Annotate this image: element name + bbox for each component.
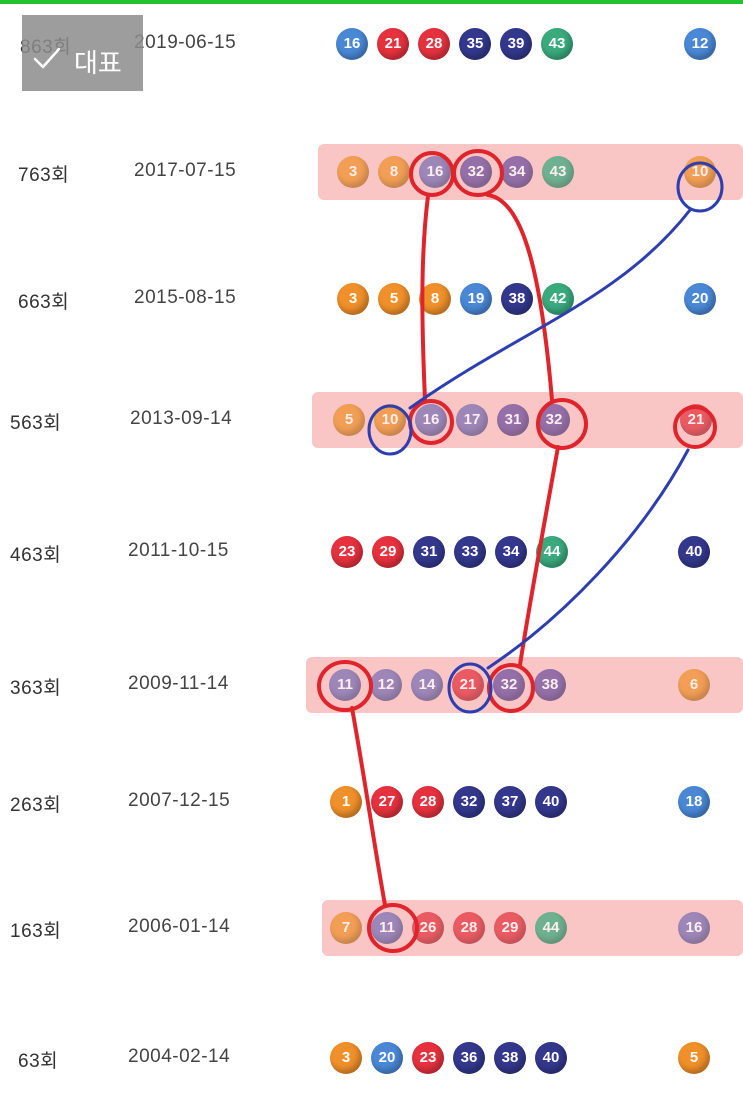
number-ball: 40 xyxy=(535,1042,567,1074)
number-ball: 33 xyxy=(454,536,486,568)
number-ball: 8 xyxy=(378,156,410,188)
number-ball: 35 xyxy=(459,28,491,60)
draw-row[interactable]: 663회 2015-08-15 3 5 8 19 38 42 20 xyxy=(0,269,743,329)
number-ball: 42 xyxy=(542,283,574,315)
bonus-ball: 18 xyxy=(678,786,710,818)
draw-row[interactable]: 63회 2004-02-14 3 20 23 36 38 40 5 xyxy=(0,1028,743,1088)
number-ball: 7 xyxy=(330,912,362,944)
number-ball: 11 xyxy=(329,669,361,701)
draw-row[interactable]: 463회 2011-10-15 23 29 31 33 34 44 40 xyxy=(0,522,743,582)
number-ball: 19 xyxy=(460,283,492,315)
draw-date: 2006-01-14 xyxy=(128,916,231,937)
draw-date: 2017-07-15 xyxy=(134,160,237,181)
draw-row[interactable]: 163회 2006-01-14 7 11 26 28 29 44 16 xyxy=(0,898,743,958)
draw-date: 2007-12-15 xyxy=(128,790,231,811)
number-ball: 32 xyxy=(460,156,492,188)
draw-row[interactable]: 563회 2013-09-14 5 10 16 17 31 32 21 xyxy=(0,390,743,450)
draw-round: 763회 xyxy=(18,165,70,186)
number-ball: 28 xyxy=(418,28,450,60)
draw-date: 2011-10-15 xyxy=(128,540,229,561)
number-ball: 43 xyxy=(541,28,573,60)
representative-badge[interactable]: 대표 xyxy=(22,15,143,91)
top-accent-bar xyxy=(0,0,743,4)
draw-date: 2019-06-15 xyxy=(134,32,237,53)
number-ball: 16 xyxy=(336,28,368,60)
number-ball: 34 xyxy=(495,536,527,568)
bonus-ball: 5 xyxy=(678,1042,710,1074)
number-ball: 16 xyxy=(415,404,447,436)
draw-round: 363회 xyxy=(10,678,62,699)
draw-row[interactable]: 263회 2007-12-15 1 27 28 32 37 40 18 xyxy=(0,772,743,832)
number-ball: 23 xyxy=(331,536,363,568)
number-ball: 29 xyxy=(372,536,404,568)
badge-label: 대표 xyxy=(74,49,122,79)
draw-round: 63회 xyxy=(18,1051,59,1072)
number-ball: 8 xyxy=(419,283,451,315)
number-ball: 31 xyxy=(497,404,529,436)
check-icon xyxy=(33,47,61,69)
number-ball: 39 xyxy=(500,28,532,60)
number-ball: 3 xyxy=(337,283,369,315)
number-ball: 11 xyxy=(371,912,403,944)
number-ball: 1 xyxy=(330,786,362,818)
number-ball: 3 xyxy=(330,1042,362,1074)
draw-row[interactable]: 763회 2017-07-15 3 8 16 32 34 43 10 xyxy=(0,142,743,202)
draw-row[interactable]: 363회 2009-11-14 11 12 14 21 32 38 6 xyxy=(0,655,743,715)
draw-round: 663회 xyxy=(18,292,70,313)
number-ball: 29 xyxy=(494,912,526,944)
draw-date: 2013-09-14 xyxy=(130,408,233,429)
number-ball: 21 xyxy=(377,28,409,60)
bonus-ball: 20 xyxy=(684,283,716,315)
draw-date: 2004-02-14 xyxy=(128,1046,231,1067)
number-ball: 5 xyxy=(333,404,365,436)
bonus-ball: 6 xyxy=(678,669,710,701)
number-ball: 37 xyxy=(494,786,526,818)
bonus-ball: 40 xyxy=(678,536,710,568)
bonus-ball: 21 xyxy=(680,404,712,436)
number-ball: 20 xyxy=(371,1042,403,1074)
number-ball: 5 xyxy=(378,283,410,315)
number-ball: 38 xyxy=(501,283,533,315)
number-ball: 44 xyxy=(536,536,568,568)
draw-round: 563회 xyxy=(10,413,62,434)
number-ball: 17 xyxy=(456,404,488,436)
number-ball: 27 xyxy=(371,786,403,818)
number-ball: 44 xyxy=(535,912,567,944)
bonus-ball: 12 xyxy=(684,28,716,60)
draw-round: 463회 xyxy=(10,545,62,566)
number-ball: 38 xyxy=(494,1042,526,1074)
number-ball: 40 xyxy=(535,786,567,818)
number-ball: 32 xyxy=(538,404,570,436)
draw-date: 2015-08-15 xyxy=(134,287,237,308)
number-ball: 36 xyxy=(453,1042,485,1074)
number-ball: 21 xyxy=(452,669,484,701)
number-ball: 31 xyxy=(413,536,445,568)
number-ball: 32 xyxy=(453,786,485,818)
number-ball: 32 xyxy=(493,669,525,701)
bonus-ball: 16 xyxy=(678,912,710,944)
number-ball: 16 xyxy=(419,156,451,188)
draw-round: 163회 xyxy=(10,921,62,942)
number-ball: 23 xyxy=(412,1042,444,1074)
number-ball: 38 xyxy=(534,669,566,701)
number-ball: 34 xyxy=(501,156,533,188)
number-ball: 14 xyxy=(411,669,443,701)
draw-round: 263회 xyxy=(10,795,62,816)
number-ball: 28 xyxy=(412,786,444,818)
number-ball: 26 xyxy=(412,912,444,944)
number-ball: 43 xyxy=(542,156,574,188)
number-ball: 3 xyxy=(337,156,369,188)
draw-date: 2009-11-14 xyxy=(128,673,229,694)
number-ball: 12 xyxy=(370,669,402,701)
number-ball: 10 xyxy=(374,404,406,436)
number-ball: 28 xyxy=(453,912,485,944)
bonus-ball: 10 xyxy=(684,156,716,188)
